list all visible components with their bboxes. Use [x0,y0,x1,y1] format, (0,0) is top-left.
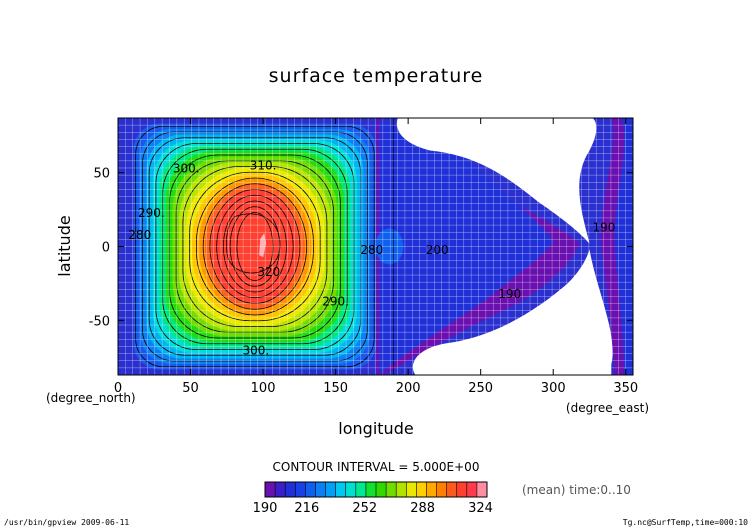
colorbar-swatch [436,482,447,497]
colorbar-swatch [386,482,397,497]
x-tick-label: 0 [114,381,122,396]
colorbar-swatch [275,482,286,497]
colorbar-tick-label: 190 [253,501,278,516]
colorbar-swatch [335,482,347,497]
colorbar-swatch [355,482,367,497]
colorbar-swatch [305,482,316,497]
contour-label: 310. [250,159,277,173]
colorbar-swatch [446,482,458,497]
x-axis-label: longitude [338,419,413,438]
colorbar-tick-label: 252 [352,501,377,516]
colorbar-swatch [265,482,276,497]
colorbar-swatch [285,482,296,497]
contour-label: 280 [128,228,151,242]
colorbar-swatch [365,482,377,497]
y-tick-label: 50 [93,167,110,182]
contour-label: 300. [173,162,200,176]
contour-label: 320 [257,265,280,279]
x-tick-label: 200 [396,381,421,396]
colorbar-tick-label: 288 [410,501,435,516]
contour-label: 290. [138,206,165,220]
contour-label: 300. [242,343,269,357]
x-tick-label: 50 [182,381,199,396]
colorbar-swatch [315,482,326,497]
x-tick-label: 300 [541,381,566,396]
colorbar-frame [264,481,488,498]
y-unit-label: (degree_north) [46,391,136,405]
y-tick-label: -50 [89,314,110,329]
colorbar-swatch [295,482,306,497]
plot-area [118,118,633,375]
footer-left: /usr/bin/gpview 2009-06-11 [4,518,130,527]
annotation-text: (mean) time:0..10 [522,483,631,497]
contour-interval-text: CONTOUR INTERVAL = 5.000E+00 [273,460,480,474]
footer-right: Tg.nc@SurfTemp,time=000:10 [622,518,748,527]
contour-label: 200 [426,243,449,257]
x-tick-label: 100 [251,381,276,396]
y-tick-label: 0 [102,241,110,256]
contour-label: 290. [322,295,349,309]
colorbar-swatch [456,482,468,497]
colorbar [264,481,488,498]
colorbar-tick-label: 324 [468,501,493,516]
chart-title: surface temperature [269,65,484,87]
colorbar-swatch [345,482,357,497]
cold-gap-north [396,118,597,244]
x-tick-label: 150 [323,381,348,396]
colorbar-swatch [426,482,437,497]
x-tick-label: 250 [468,381,493,396]
colorbar-swatch [466,482,478,497]
contour-label: 190 [498,287,521,301]
colorbar-swatch [416,482,427,497]
contour-label: 190 [593,221,616,235]
colorbar-tick-label: 216 [294,501,319,516]
colorbar-swatch [476,482,488,497]
y-axis-label: latitude [55,215,74,276]
x-unit-label: (degree_east) [566,401,649,415]
x-tick-label: 350 [613,381,638,396]
colorbar-swatch [396,482,407,497]
colorbar-swatch [376,482,387,497]
cold-gap-south [412,249,613,375]
colorbar-swatch [325,482,336,497]
colorbar-swatch [406,482,417,497]
contour-label: 280 [360,243,383,257]
